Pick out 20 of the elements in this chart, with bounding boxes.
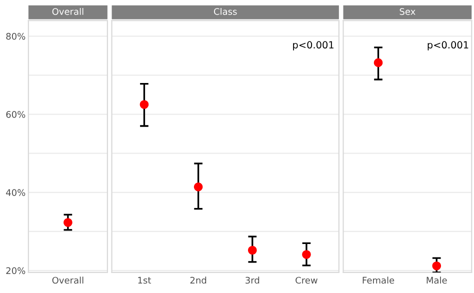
chart-title: Sex <box>400 8 416 15</box>
x-tick-label: 2nd <box>190 276 206 284</box>
point <box>302 250 311 259</box>
x-tick-label: 1st <box>138 276 152 284</box>
y-tick-label: 40% <box>6 189 26 196</box>
x-tick-label: Crew <box>296 276 318 284</box>
x-tick-label: Overall <box>52 276 84 284</box>
y-tick-label: 80% <box>6 32 26 40</box>
annotation: p<0.001 <box>428 41 468 50</box>
x-tick-label: 3rd <box>246 276 260 284</box>
x-tick-label: Female <box>362 276 394 284</box>
chart-title: Class <box>214 8 237 15</box>
point <box>248 246 257 255</box>
annotation: p<0.001 <box>293 41 334 50</box>
point <box>194 182 203 192</box>
point <box>140 100 149 109</box>
chart-title: Overall <box>52 8 84 15</box>
y-tick-label: 60% <box>6 111 26 118</box>
y-tick-label: 20% <box>6 267 26 274</box>
x-tick-label: Male <box>426 276 447 284</box>
